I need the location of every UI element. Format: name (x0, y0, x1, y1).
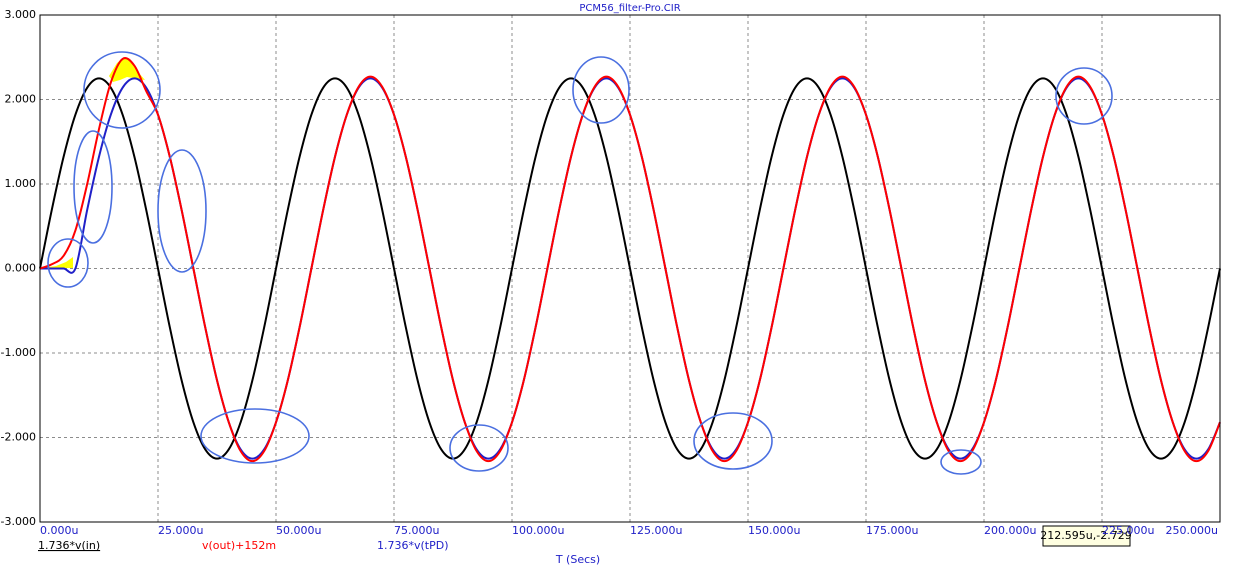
x-tick-label: 250.000u (1166, 524, 1218, 537)
annotation-ellipse (940, 449, 982, 475)
highlight-fill (40, 257, 73, 268)
x-tick-label: 200.000u (984, 524, 1036, 537)
annotation-ellipse (449, 424, 509, 472)
x-tick-label: 125.000u (630, 524, 682, 537)
y-tick-label: -3.000 (1, 515, 36, 528)
annotation-ellipse (73, 130, 113, 244)
annotations (47, 51, 1113, 475)
cursor-label: 212.595u,-2.729 (1040, 529, 1131, 542)
legend-entry: v(out)+152m (202, 539, 276, 552)
plot-frame (39, 14, 1221, 523)
annotation-ellipse (1055, 67, 1113, 125)
x-tick-label: 50.000u (276, 524, 321, 537)
annotation-ellipse (572, 56, 630, 124)
y-tick-label: -2.000 (1, 431, 36, 444)
y-tick-label: -1.000 (1, 346, 36, 359)
chart-title: PCM56_filter-Pro.CIR (579, 3, 680, 14)
x-tick-label: 25.000u (158, 524, 203, 537)
y-tick-label: 2.000 (5, 93, 37, 106)
series-line (39, 77, 1221, 460)
axes: -3.000 -2.000 -1.000 0.000 1.000 2.000 3.000 0.… (1, 8, 1218, 552)
legend-entry: 1.736*v(in) (38, 539, 100, 552)
annotation-ellipse (83, 51, 161, 129)
legend-entry: 1.736*v(tPD) (377, 539, 449, 552)
annotation-ellipse (200, 408, 310, 464)
y-tick-label: 1.000 (5, 177, 37, 190)
series-line (39, 57, 1221, 463)
y-tick-label: 3.000 (5, 8, 37, 21)
y-tick-label: 0.000 (5, 262, 37, 275)
x-tick-label: 100.000u (512, 524, 564, 537)
plot-lines (39, 57, 1221, 463)
annotation-ellipse (693, 412, 773, 470)
x-axis-label: T (Secs) (555, 553, 600, 566)
x-tick-label: 75.000u (394, 524, 439, 537)
x-tick-label: 225.000u (1102, 524, 1154, 537)
cursor-box (1042, 525, 1131, 547)
x-tick-label: 150.000u (748, 524, 800, 537)
annotation-ellipse (157, 149, 207, 273)
annotation-ellipse (47, 238, 89, 288)
x-tick-label: 0.000u (40, 524, 78, 537)
x-tick-label: 175.000u (866, 524, 918, 537)
